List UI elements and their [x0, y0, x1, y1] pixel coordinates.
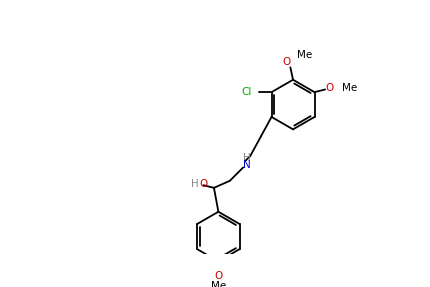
Text: O: O — [214, 272, 222, 282]
Text: H: H — [242, 153, 250, 163]
Text: O: O — [199, 179, 207, 189]
Text: N: N — [242, 160, 250, 170]
Text: Cl: Cl — [241, 87, 252, 97]
Text: Me: Me — [210, 281, 225, 287]
Text: O: O — [282, 57, 290, 67]
Text: O: O — [325, 83, 333, 93]
Text: Me: Me — [297, 50, 312, 60]
Text: Me: Me — [341, 83, 356, 93]
Text: H: H — [190, 179, 198, 189]
